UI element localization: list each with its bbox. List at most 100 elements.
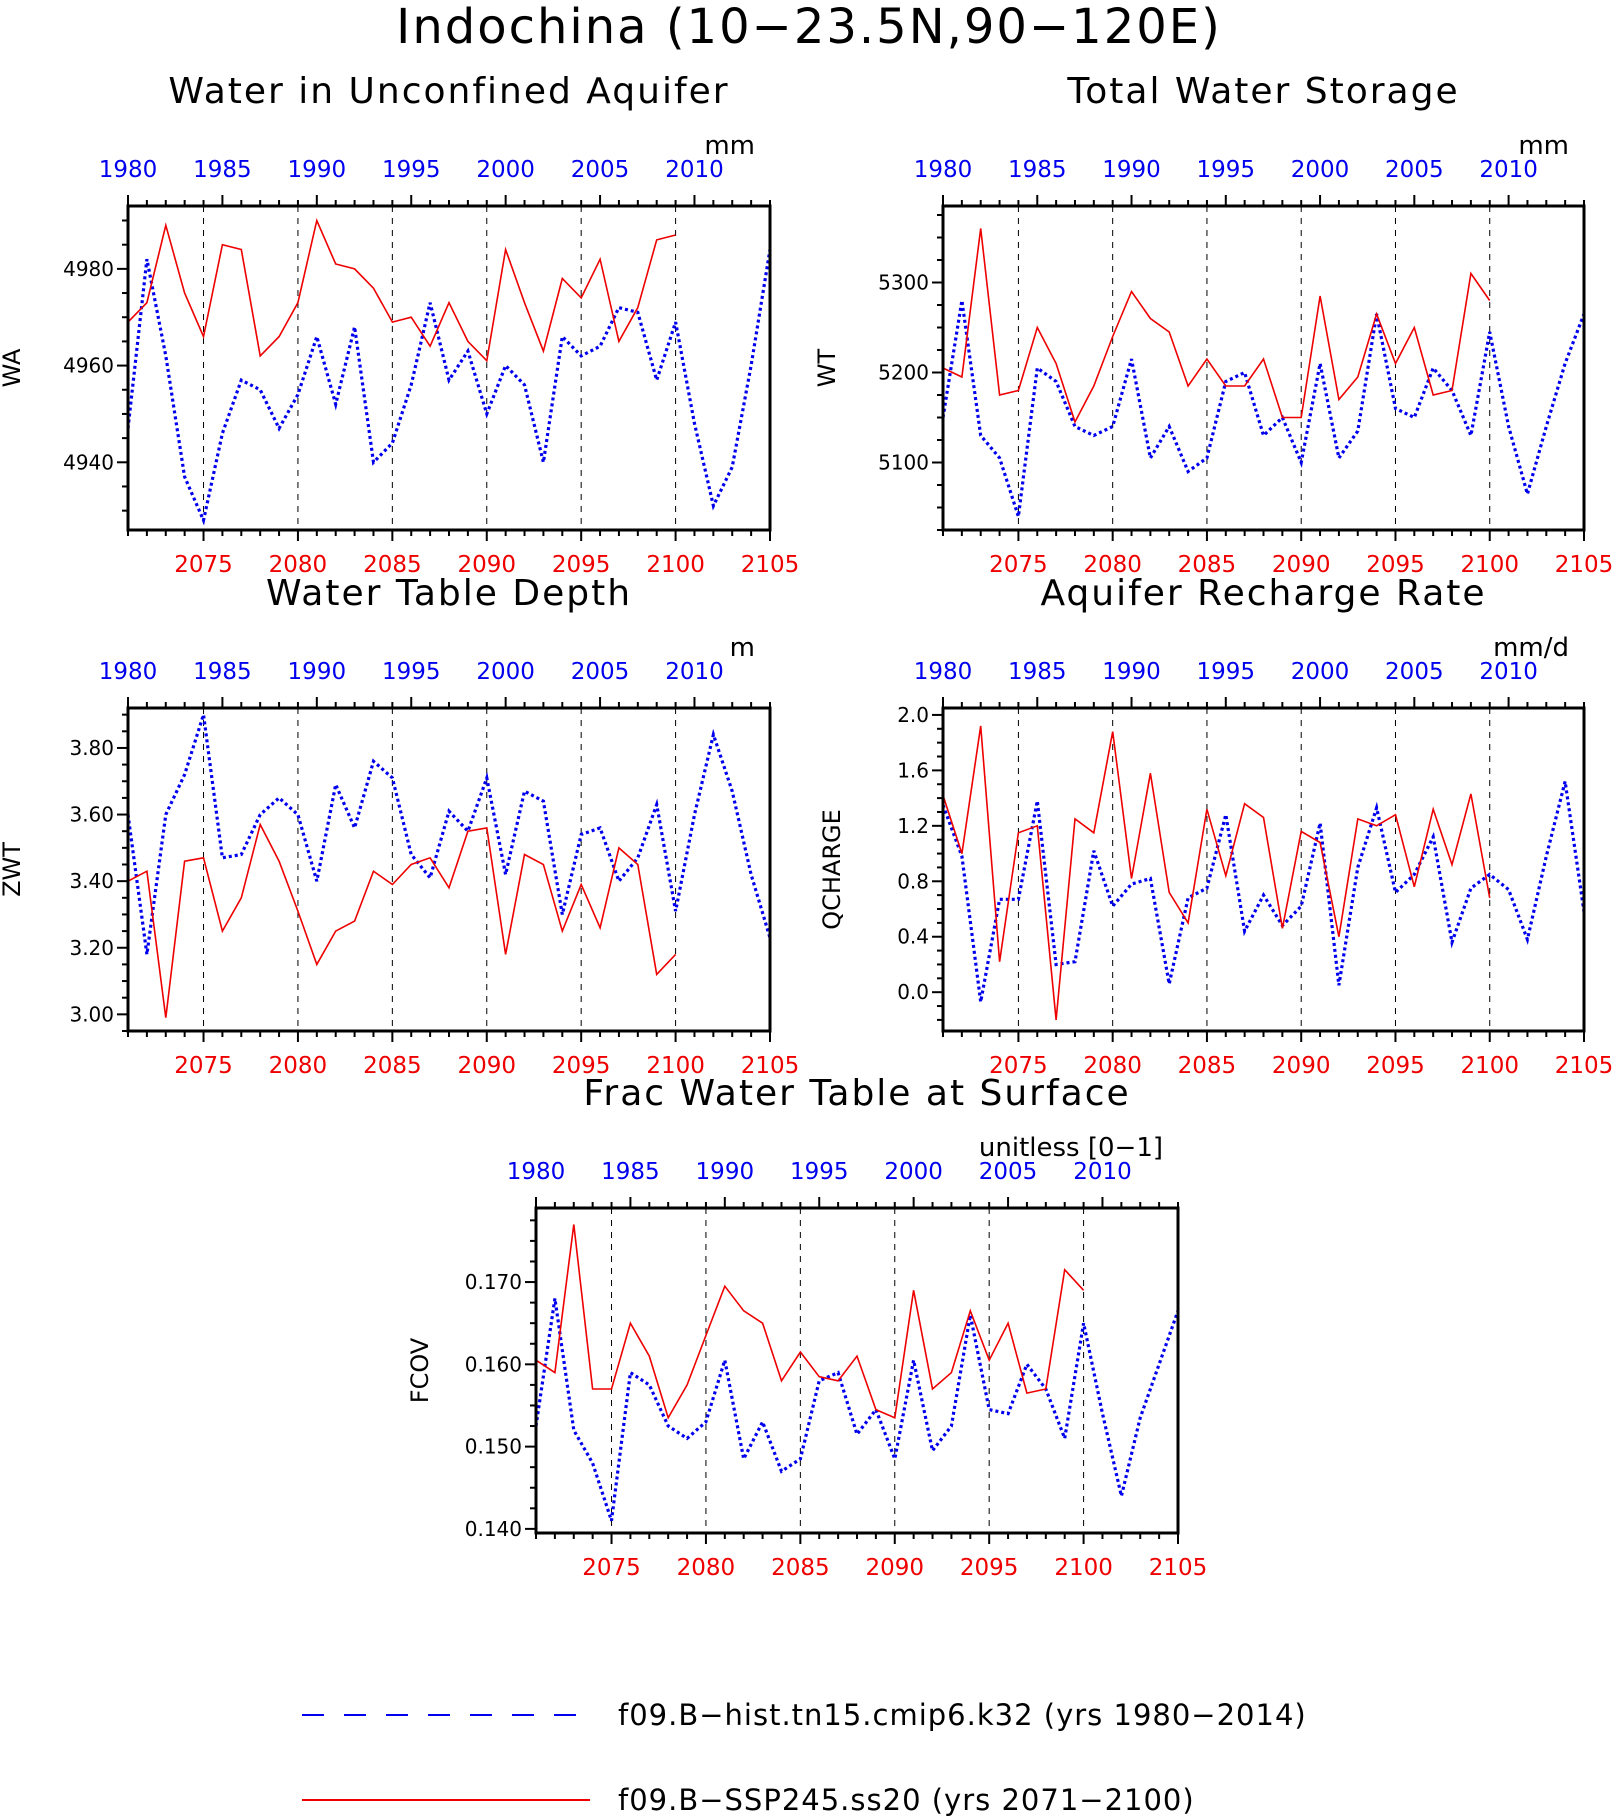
units-label: mm/d <box>1493 633 1569 663</box>
x-tick-label-bottom: 2105 <box>741 552 800 578</box>
x-tick-label-bottom: 2100 <box>646 552 705 578</box>
panel-title: Water in Unconfined Aquifer <box>168 71 729 112</box>
x-tick-label-bottom: 2090 <box>1272 1053 1331 1079</box>
series-hist-line <box>126 249 772 526</box>
y-axis-label: FCOV <box>406 1337 434 1403</box>
x-tick-label-top: 1990 <box>1102 157 1161 183</box>
x-tick-label-top: 1985 <box>1008 659 1067 685</box>
y-tick-label: 0.0 <box>897 980 929 1004</box>
units-label: mm <box>1518 131 1569 161</box>
legend: f09.B−hist.tn15.cmip6.k32 (yrs 1980−2014… <box>302 1698 1307 1817</box>
y-tick-label: 0.4 <box>897 925 929 949</box>
series-hist-line <box>126 714 772 955</box>
series-ssp-line <box>127 822 677 1018</box>
x-tick-label-top: 2010 <box>665 157 724 183</box>
x-tick-label-top: 1995 <box>1197 659 1256 685</box>
x-tick-label-top: 1995 <box>790 1159 849 1185</box>
x-tick-label-bottom: 2075 <box>582 1555 641 1581</box>
x-tick-label-top: 2010 <box>665 659 724 685</box>
y-tick-label: 0.150 <box>465 1435 522 1459</box>
series-ssp-line <box>942 228 1491 425</box>
legend-label-hist: f09.B−hist.tn15.cmip6.k32 (yrs 1980−2014… <box>618 1698 1307 1732</box>
y-tick-label: 0.160 <box>465 1352 522 1376</box>
x-tick-label-bottom: 2075 <box>989 552 1048 578</box>
x-tick-label-top: 2000 <box>1291 659 1350 685</box>
series-hist-line <box>534 1298 1180 1522</box>
x-tick-label-top: 2005 <box>979 1159 1038 1185</box>
series-ssp-line <box>942 725 1491 1020</box>
units-label: m <box>730 633 755 663</box>
x-tick-label-bottom: 2085 <box>363 1053 422 1079</box>
x-tick-label-top: 1995 <box>382 157 441 183</box>
x-tick-label-bottom: 2085 <box>771 1555 830 1581</box>
x-tick-label-top: 1980 <box>914 659 973 685</box>
y-axis-label: WT <box>813 348 841 387</box>
legend-label-ssp: f09.B−SSP245.ss20 (yrs 2071−2100) <box>618 1783 1195 1817</box>
units-label: unitless [0−1] <box>979 1133 1163 1163</box>
x-tick-label-bottom: 2100 <box>1054 1555 1113 1581</box>
x-tick-label-bottom: 2105 <box>741 1053 800 1079</box>
x-tick-label-top: 1990 <box>696 1159 755 1185</box>
x-tick-label-top: 2000 <box>884 1159 943 1185</box>
y-tick-label: 0.170 <box>465 1270 522 1294</box>
x-tick-label-top: 1980 <box>914 157 973 183</box>
y-tick-label: 2.0 <box>897 703 929 727</box>
x-tick-label-top: 1995 <box>382 659 441 685</box>
y-tick-label: 0.140 <box>465 1517 522 1541</box>
x-tick-label-bottom: 2095 <box>552 1053 611 1079</box>
x-tick-label-top: 2010 <box>1479 157 1538 183</box>
y-tick-label: 1.2 <box>897 814 929 838</box>
x-tick-label-top: 2010 <box>1479 659 1538 685</box>
x-tick-label-top: 2010 <box>1073 1159 1132 1185</box>
y-tick-label: 5300 <box>878 271 929 295</box>
x-tick-label-bottom: 2080 <box>1083 552 1142 578</box>
x-tick-label-bottom: 2085 <box>1178 552 1237 578</box>
series-ssp-line <box>127 217 676 363</box>
x-tick-label-bottom: 2080 <box>269 552 328 578</box>
series-hist-line <box>941 300 1586 517</box>
x-tick-label-bottom: 2085 <box>1178 1053 1237 1079</box>
x-tick-label-bottom: 2075 <box>174 552 233 578</box>
y-tick-label: 1.6 <box>897 758 929 782</box>
x-tick-label-bottom: 2090 <box>457 552 516 578</box>
y-tick-label: 5100 <box>878 451 929 475</box>
x-tick-label-bottom: 2095 <box>552 552 611 578</box>
units-label: mm <box>704 131 755 161</box>
x-tick-label-top: 1990 <box>288 659 347 685</box>
x-tick-label-top: 2005 <box>1385 157 1444 183</box>
y-tick-label: 4940 <box>63 450 114 474</box>
plot-frame <box>941 204 1586 532</box>
plot-frame <box>126 204 772 532</box>
x-tick-label-top: 1985 <box>193 659 252 685</box>
plot-frame <box>534 1206 1180 1535</box>
y-tick-label: 3.00 <box>69 1002 114 1026</box>
x-tick-label-bottom: 2080 <box>1083 1053 1142 1079</box>
x-tick-label-bottom: 2095 <box>1366 552 1425 578</box>
x-tick-label-bottom: 2095 <box>960 1555 1019 1581</box>
main-title: Indochina (10−23.5N,90−120E) <box>396 0 1222 55</box>
x-tick-label-bottom: 2100 <box>1460 552 1519 578</box>
y-tick-label: 4960 <box>63 354 114 378</box>
x-tick-label-top: 1980 <box>99 157 158 183</box>
y-axis-label: ZWT <box>0 842 26 897</box>
x-tick-label-top: 1980 <box>99 659 158 685</box>
x-tick-label-bottom: 2080 <box>677 1555 736 1581</box>
plot-frame <box>126 706 772 1033</box>
x-tick-label-bottom: 2080 <box>269 1053 328 1079</box>
panel-total-water-storage: Total Water Storage mm 2075 2080 2085 2090 209… <box>813 71 1613 578</box>
x-tick-label-top: 1990 <box>1102 659 1161 685</box>
panel-water-table-depth: Water Table Depth m 2075 2080 2085 2090 2095 21… <box>0 573 799 1079</box>
x-tick-label-bottom: 2090 <box>1272 552 1331 578</box>
x-tick-label-top: 2005 <box>571 659 630 685</box>
series-ssp-line <box>535 1224 1085 1420</box>
x-tick-label-top: 2005 <box>571 157 630 183</box>
x-tick-label-top: 2000 <box>476 659 535 685</box>
x-tick-label-top: 1985 <box>1008 157 1067 183</box>
x-tick-label-bottom: 2105 <box>1149 1555 1208 1581</box>
y-tick-label: 5200 <box>878 361 929 385</box>
panel-title: Frac Water Table at Surface <box>583 1073 1130 1114</box>
panel-water-in-aquifer: Water in Unconfined Aquifer mm 2075 2080 208… <box>0 71 799 578</box>
x-tick-label-top: 2000 <box>476 157 535 183</box>
